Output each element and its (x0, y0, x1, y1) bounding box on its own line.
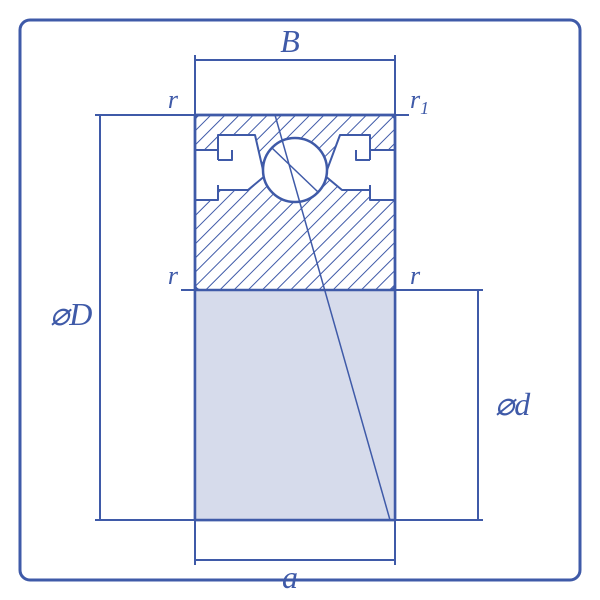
bearing-geometry (181, 101, 409, 534)
label-r-mid-right: r (410, 261, 421, 290)
label-a: a (282, 559, 298, 595)
label-B: B (280, 23, 300, 59)
label-d: ⌀d (495, 386, 531, 422)
label-D: ⌀D (50, 296, 92, 332)
label-r-mid-left: r (168, 261, 179, 290)
bearing-diagram-svg: B a ⌀D ⌀d r r1 r r (0, 0, 600, 600)
diagram-frame: B a ⌀D ⌀d r r1 r r (0, 0, 600, 600)
label-r-top-left: r (168, 85, 179, 114)
